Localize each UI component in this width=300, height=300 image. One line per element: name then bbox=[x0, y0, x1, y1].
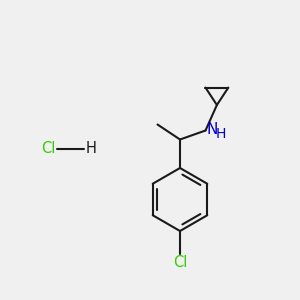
Text: H: H bbox=[85, 141, 96, 156]
Text: N: N bbox=[206, 122, 218, 137]
Text: H: H bbox=[215, 127, 226, 141]
Text: Cl: Cl bbox=[173, 255, 187, 270]
Text: Cl: Cl bbox=[41, 141, 56, 156]
